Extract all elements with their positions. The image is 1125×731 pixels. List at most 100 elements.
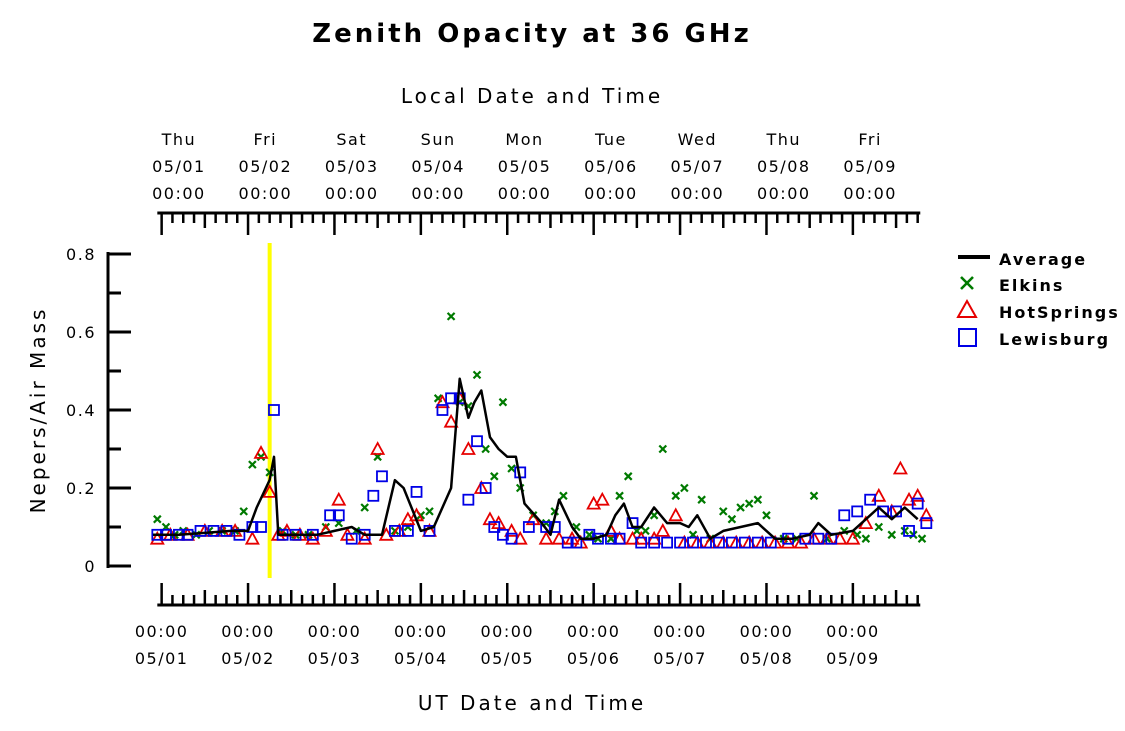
point-lewisburg <box>812 532 825 545</box>
series-line-average <box>153 377 919 540</box>
y-tick-label: 0.4 <box>66 401 96 420</box>
point-elkins <box>874 522 884 532</box>
point-lewisburg <box>726 536 738 549</box>
top-axis-label: Local Date and Time <box>401 84 663 108</box>
point-lewisburg <box>613 532 626 545</box>
point-lewisburg <box>332 509 345 522</box>
top-tick-day: Sat <box>336 130 367 149</box>
top-tick-time: 00:00 <box>671 184 725 203</box>
bottom-tick-time: 00:00 <box>394 622 448 641</box>
bottom-tick-time: 00:00 <box>653 622 707 641</box>
top-tick-time: 00:00 <box>584 184 638 203</box>
point-elkins <box>697 495 706 504</box>
top-tick-day: Fri <box>858 130 882 149</box>
point-elkins <box>472 370 482 380</box>
bottom-tick-time: 00:00 <box>826 622 880 641</box>
bottom-tick-date: 05/07 <box>653 649 707 668</box>
point-lewisburg <box>505 532 518 545</box>
legend-label-elkins: Elkins <box>999 276 1064 295</box>
legend-swatch-hotsprings <box>956 298 978 318</box>
point-lewisburg <box>851 505 864 518</box>
point-lewisburg <box>838 509 851 522</box>
top-tick-time: 00:00 <box>152 184 206 203</box>
point-elkins <box>615 491 624 501</box>
point-elkins <box>507 464 516 473</box>
point-hotsprings <box>244 530 260 545</box>
point-hotsprings <box>443 413 459 428</box>
y-tick-label: 0 <box>84 557 96 576</box>
point-lewisburg <box>903 525 915 537</box>
point-elkins <box>498 397 508 407</box>
bottom-tick-time: 00:00 <box>740 622 794 641</box>
top-tick-time: 00:00 <box>843 184 897 203</box>
top-tick-date: 05/08 <box>757 157 811 176</box>
point-hotsprings <box>668 507 684 522</box>
series-layer <box>149 312 934 549</box>
legend-label-average: Average <box>999 250 1087 269</box>
point-lewisburg <box>389 525 401 537</box>
top-tick-day: Wed <box>678 130 717 149</box>
point-lewisburg <box>462 493 475 506</box>
point-elkins <box>239 507 249 516</box>
point-lewisburg <box>497 528 509 541</box>
point-lewisburg <box>522 521 535 533</box>
point-lewisburg <box>410 485 423 498</box>
axes: 0 0.2 0.4 0.6 0.8 00:00 05/01 00:00 05/02 00:00 05… <box>66 130 921 668</box>
point-lewisburg <box>764 536 777 549</box>
top-tick-time: 00:00 <box>411 184 465 203</box>
point-elkins <box>718 507 728 516</box>
point-elkins <box>736 503 745 512</box>
point-lewisburg <box>471 435 483 448</box>
bottom-tick-date: 05/05 <box>480 649 534 668</box>
point-lewisburg <box>687 536 699 549</box>
point-elkins <box>256 452 266 462</box>
point-elkins <box>446 312 456 321</box>
top-tick-day: Thu <box>765 130 801 149</box>
bottom-tick-time: 00:00 <box>308 622 362 641</box>
legend: Average Elkins HotSprings Lewisburg <box>956 250 1120 349</box>
point-lewisburg <box>268 404 280 416</box>
point-elkins <box>762 511 771 520</box>
point-lewisburg <box>635 536 648 549</box>
point-lewisburg <box>911 497 924 510</box>
point-elkins <box>917 534 927 543</box>
point-lewisburg <box>700 536 712 549</box>
point-elkins <box>809 491 819 501</box>
point-lewisburg <box>799 532 812 545</box>
legend-label-hotsprings: HotSprings <box>999 303 1120 322</box>
bottom-tick-date: 05/06 <box>567 649 621 668</box>
point-elkins <box>360 503 369 512</box>
point-hotsprings <box>460 441 476 455</box>
top-tick-time: 00:00 <box>325 184 379 203</box>
point-elkins <box>727 514 737 524</box>
point-hotsprings <box>655 523 671 537</box>
point-elkins <box>425 507 434 516</box>
point-elkins <box>671 491 681 501</box>
point-elkins <box>658 444 668 454</box>
point-elkins <box>623 472 633 481</box>
point-elkins <box>861 534 871 543</box>
bottom-tick-time: 00:00 <box>480 622 534 641</box>
bottom-tick-time: 00:00 <box>567 622 621 641</box>
top-tick-day: Mon <box>505 130 543 149</box>
point-lewisburg <box>751 536 764 549</box>
bottom-tick-time: 00:00 <box>135 622 189 641</box>
point-lewisburg <box>194 525 207 537</box>
point-elkins <box>753 495 763 504</box>
point-lewisburg <box>324 509 337 522</box>
point-lewisburg <box>738 536 751 549</box>
top-tick-day: Fri <box>254 130 278 149</box>
point-elkins <box>559 491 568 501</box>
point-lewisburg <box>376 470 388 483</box>
y-axis-label: Nepers/Air Mass <box>26 307 50 514</box>
top-tick-time: 00:00 <box>498 184 552 203</box>
chart-title: Zenith Opacity at 36 GHz <box>312 19 751 49</box>
point-elkins <box>248 460 257 469</box>
point-hotsprings <box>780 534 796 549</box>
bottom-tick-time: 00:00 <box>221 622 275 641</box>
legend-swatch-elkins <box>960 276 974 290</box>
x-axis-label: UT Date and Time <box>418 691 646 715</box>
point-elkins <box>887 530 897 540</box>
point-lewisburg <box>864 493 877 506</box>
